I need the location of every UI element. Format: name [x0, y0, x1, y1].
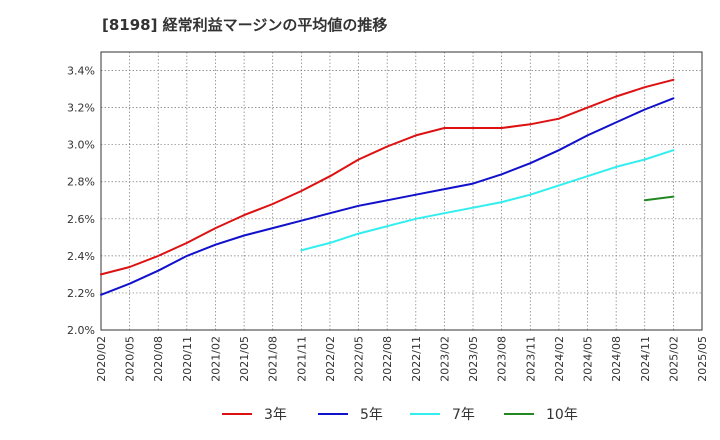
series-lines: [100, 78, 675, 296]
y-tick-label: 2.8%: [67, 176, 95, 189]
plot-frame: [100, 51, 703, 331]
x-tick-label: 2023/05: [467, 336, 480, 382]
y-axis-ticks: 2.0% 2.2% 2.4% 2.6% 2.8% 3.0% 3.2% 3.4%: [67, 65, 95, 337]
legend-label: 10年: [546, 407, 578, 423]
y-tick-label: 3.2%: [67, 102, 95, 115]
x-tick-label: 2020/08: [152, 336, 165, 382]
y-tick-label: 2.0%: [67, 324, 95, 337]
x-tick-label: 2025/05: [696, 336, 709, 382]
legend: 3年 5年 7年 10年: [222, 407, 578, 423]
series-line: [100, 78, 675, 276]
y-tick-label: 2.4%: [67, 250, 95, 263]
x-tick-label: 2024/11: [639, 336, 652, 382]
x-tick-label: 2024/02: [553, 336, 566, 382]
series-line: [300, 149, 675, 252]
x-tick-label: 2023/11: [524, 336, 537, 382]
x-tick-label: 2023/08: [496, 336, 509, 382]
legend-label: 7年: [452, 407, 475, 423]
series-line: [100, 97, 675, 296]
legend-label: 3年: [264, 407, 287, 423]
x-tick-label: 2020/02: [95, 336, 108, 382]
x-tick-label: 2021/11: [295, 336, 308, 382]
legend-label: 5年: [360, 407, 383, 423]
x-tick-label: 2024/08: [610, 336, 623, 382]
y-tick-label: 2.2%: [67, 287, 95, 300]
x-tick-label: 2022/08: [381, 336, 394, 382]
series-line: [643, 195, 675, 202]
x-tick-label: 2022/02: [324, 336, 337, 382]
y-tick-label: 2.6%: [67, 213, 95, 226]
y-tick-label: 3.4%: [67, 65, 95, 78]
x-tick-label: 2021/08: [267, 336, 280, 382]
x-tick-label: 2021/02: [209, 336, 222, 382]
x-tick-label: 2021/05: [238, 336, 251, 382]
x-tick-label: 2022/05: [353, 336, 366, 382]
x-tick-label: 2024/05: [582, 336, 595, 382]
x-tick-label: 2022/11: [410, 336, 423, 382]
x-tick-label: 2023/02: [438, 336, 451, 382]
y-tick-label: 3.0%: [67, 139, 95, 152]
chart-title: [8198] 経常利益マージンの平均値の推移: [102, 16, 387, 34]
x-tick-label: 2020/05: [124, 336, 137, 382]
grid: [100, 52, 703, 331]
x-tick-label: 2020/11: [181, 336, 194, 382]
x-axis-ticks: 2020/02 2020/05 2020/08 2020/11 2021/02 2021/…: [95, 336, 709, 382]
x-tick-label: 2025/02: [667, 336, 680, 382]
